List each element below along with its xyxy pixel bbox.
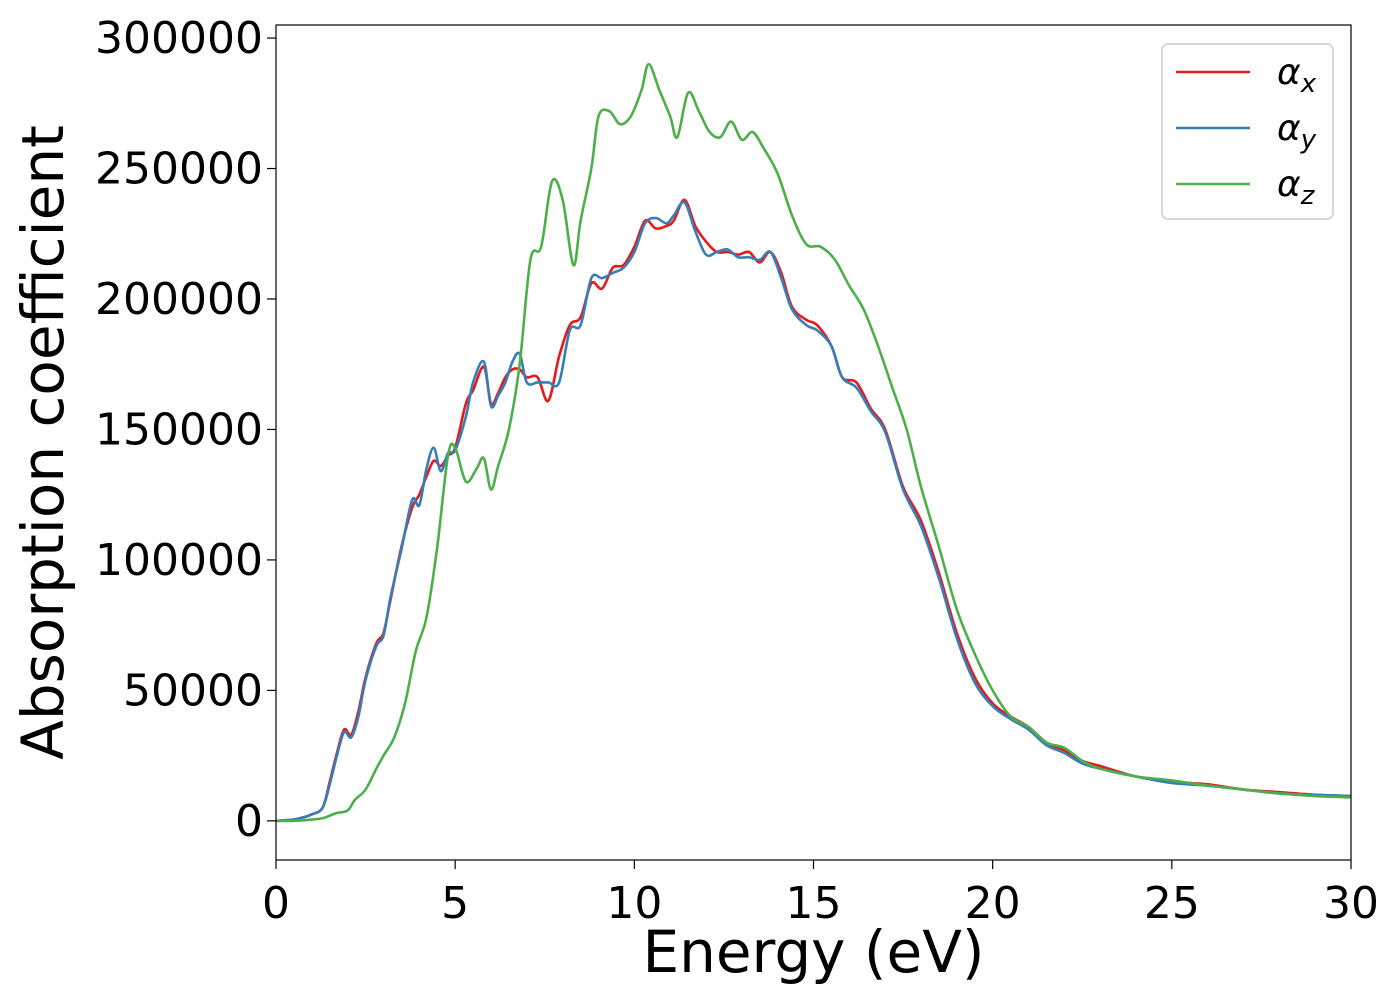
y-axis-ticks: 0 50000 100000 150000 200000 250000 300000	[95, 13, 276, 847]
y-tick-label: 200000	[95, 274, 263, 325]
y-tick-label: 150000	[95, 404, 263, 455]
legend-label-y: αy	[1277, 108, 1317, 155]
y-tick-label: 100000	[95, 535, 263, 586]
legend: αx αy αz	[1161, 43, 1334, 220]
x-tick-label: 5	[441, 878, 469, 929]
y-axis-label: Absorption coefficient	[9, 125, 77, 760]
x-tick-label: 0	[262, 878, 290, 929]
x-axis-ticks: 0 5 10 15 20 25 30	[262, 860, 1379, 929]
x-tick-label: 20	[965, 878, 1021, 929]
y-tick-label: 0	[235, 796, 263, 847]
series-line-z	[275, 62, 1352, 823]
legend-label-z: αz	[1277, 164, 1316, 211]
legend-label-x: αx	[1277, 52, 1317, 99]
x-tick-label: 10	[606, 878, 662, 929]
y-tick-label: 250000	[95, 144, 263, 195]
series-line-y	[275, 200, 1352, 823]
plot-lines	[275, 62, 1352, 823]
legend-box	[1161, 43, 1334, 220]
x-axis-label: Energy (eV)	[642, 918, 984, 986]
x-tick-label: 25	[1144, 878, 1200, 929]
x-tick-label: 15	[786, 878, 842, 929]
y-tick-label: 300000	[95, 13, 263, 64]
x-tick-label: 30	[1323, 878, 1379, 929]
y-tick-label: 50000	[123, 665, 263, 716]
series-line-x	[275, 198, 1352, 823]
